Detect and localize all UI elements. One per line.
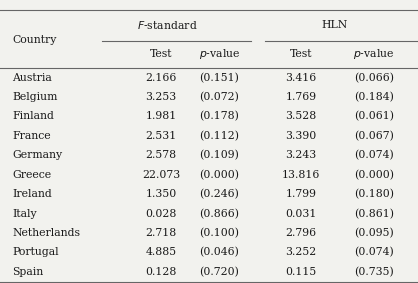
Text: 2.531: 2.531 <box>145 131 176 141</box>
Text: $\mathit{p}$-value: $\mathit{p}$-value <box>199 47 240 61</box>
Text: (0.109): (0.109) <box>199 150 240 160</box>
Text: (0.095): (0.095) <box>354 228 394 238</box>
Text: Test: Test <box>290 49 312 59</box>
Text: (0.067): (0.067) <box>354 131 394 141</box>
Text: (0.074): (0.074) <box>354 247 394 258</box>
Text: (0.861): (0.861) <box>354 209 394 219</box>
Text: Germany: Germany <box>13 150 63 160</box>
Text: 3.252: 3.252 <box>285 247 316 258</box>
Text: (0.112): (0.112) <box>199 131 240 141</box>
Text: 1.350: 1.350 <box>145 189 176 199</box>
Text: $\mathit{p}$-value: $\mathit{p}$-value <box>353 47 395 61</box>
Text: (0.000): (0.000) <box>354 170 394 180</box>
Text: (0.184): (0.184) <box>354 92 394 102</box>
Text: 0.128: 0.128 <box>145 267 177 277</box>
Text: 3.416: 3.416 <box>285 73 316 83</box>
Text: (0.046): (0.046) <box>199 247 240 258</box>
Text: Finland: Finland <box>13 112 54 121</box>
Text: Spain: Spain <box>13 267 44 277</box>
Text: France: France <box>13 131 51 141</box>
Text: Country: Country <box>13 35 57 45</box>
Text: 2.578: 2.578 <box>145 150 176 160</box>
Text: (0.100): (0.100) <box>199 228 240 238</box>
Text: 0.115: 0.115 <box>285 267 316 277</box>
Text: Test: Test <box>150 49 172 59</box>
Text: Belgium: Belgium <box>13 92 58 102</box>
Text: 0.031: 0.031 <box>285 209 317 218</box>
Text: $\mathit{F}$-standard: $\mathit{F}$-standard <box>137 19 197 31</box>
Text: (0.180): (0.180) <box>354 189 394 199</box>
Text: 2.166: 2.166 <box>145 73 177 83</box>
Text: (0.246): (0.246) <box>199 189 240 199</box>
Text: 1.799: 1.799 <box>285 189 316 199</box>
Text: Austria: Austria <box>13 73 52 83</box>
Text: HLN: HLN <box>321 20 347 30</box>
Text: Netherlands: Netherlands <box>13 228 81 238</box>
Text: Portugal: Portugal <box>13 247 59 258</box>
Text: Greece: Greece <box>13 170 52 180</box>
Text: (0.000): (0.000) <box>199 170 240 180</box>
Text: 2.796: 2.796 <box>285 228 316 238</box>
Text: (0.720): (0.720) <box>199 267 240 277</box>
Text: 1.981: 1.981 <box>145 112 176 121</box>
Text: 0.028: 0.028 <box>145 209 177 218</box>
Text: 3.243: 3.243 <box>285 150 316 160</box>
Text: (0.866): (0.866) <box>199 209 240 219</box>
Text: 13.816: 13.816 <box>282 170 320 180</box>
Text: Ireland: Ireland <box>13 189 52 199</box>
Text: 1.769: 1.769 <box>285 92 316 102</box>
Text: 3.390: 3.390 <box>285 131 316 141</box>
Text: (0.074): (0.074) <box>354 150 394 160</box>
Text: 2.718: 2.718 <box>145 228 176 238</box>
Text: (0.735): (0.735) <box>354 267 394 277</box>
Text: 4.885: 4.885 <box>145 247 176 258</box>
Text: 3.528: 3.528 <box>285 112 316 121</box>
Text: Italy: Italy <box>13 209 37 218</box>
Text: (0.178): (0.178) <box>199 111 240 122</box>
Text: (0.066): (0.066) <box>354 72 394 83</box>
Text: 3.253: 3.253 <box>145 92 176 102</box>
Text: (0.061): (0.061) <box>354 111 394 122</box>
Text: (0.151): (0.151) <box>199 72 240 83</box>
Text: (0.072): (0.072) <box>199 92 240 102</box>
Text: 22.073: 22.073 <box>142 170 180 180</box>
